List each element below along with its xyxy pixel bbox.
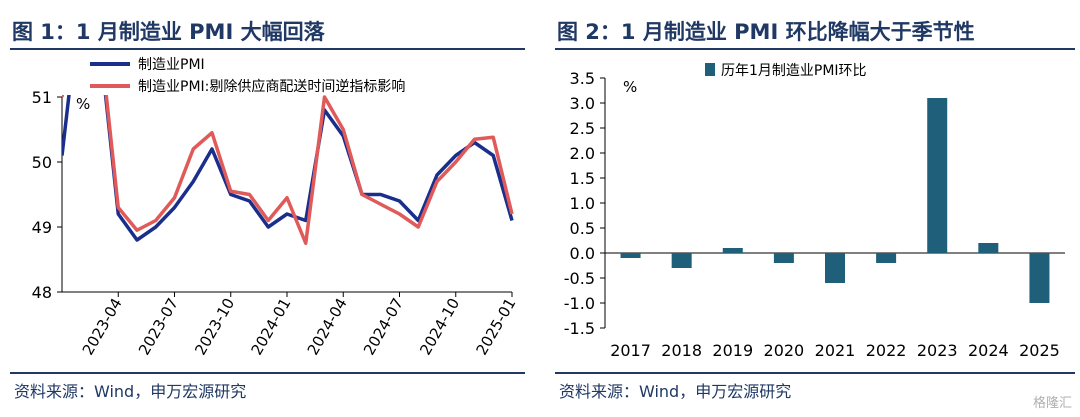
left-x-tick-label: 2023-07: [135, 295, 182, 358]
left-y-tick-label: 50: [32, 153, 52, 172]
right-y-tick-label: 1.5: [570, 169, 595, 188]
right-bar-2018: [671, 253, 692, 268]
left-y-tick-label: 48: [32, 283, 52, 302]
right-x-tick-label: 2022: [866, 341, 907, 360]
left-source-rule: [10, 372, 525, 374]
left-title-rule: [10, 48, 525, 50]
right-legend-label: 历年1月制造业PMI环比: [721, 63, 867, 79]
left-series-line-1: [62, 95, 514, 242]
right-chart-title: 图 2：1 月制造业 PMI 环比降幅大于季节性: [557, 20, 975, 44]
left-x-tick-label: 2024-10: [416, 295, 463, 358]
left-x-tick-label: 2024-04: [304, 295, 351, 358]
right-bar-2019: [722, 248, 743, 253]
right-x-tick-label: 2025: [1019, 341, 1060, 360]
left-chart-title: 图 1：1 月制造业 PMI 大幅回落: [12, 20, 325, 44]
right-bar-2022: [876, 253, 897, 263]
right-x-tick-label: 2018: [661, 341, 702, 360]
right-y-tick-label: -1.0: [564, 294, 595, 313]
left-x-tick-label: 2023-10: [191, 295, 238, 358]
right-x-tick-label: 2023: [917, 341, 958, 360]
right-source-note: 资料来源：Wind，申万宏源研究: [559, 382, 792, 401]
right-bar-chart: 3.5 3.0 2.5 2.0 1.5 1.0 0.5 0.0 -0.5 -1.0 -1.5% 201…: [564, 63, 1065, 360]
right-x-tick-label: 2019: [712, 341, 753, 360]
right-title-rule: [555, 48, 1075, 50]
right-bar-2021: [825, 253, 845, 283]
right-x-tick-label: 2024: [968, 341, 1009, 360]
left-x-tick-label: 2023-04: [79, 295, 126, 358]
right-unit-label: %: [623, 78, 637, 96]
left-x-tick-label: 2025-01: [473, 295, 520, 358]
right-chart-panel: 图 2：1 月制造业 PMI 环比降幅大于季节性 3.5 3.0 2.5 2.0 1.5…: [545, 0, 1080, 417]
right-x-tick-label: 2021: [815, 341, 856, 360]
right-y-tick-label: 2.5: [570, 119, 595, 138]
right-y-tick-label: -1.5: [564, 319, 595, 338]
right-bar-2024: [978, 243, 999, 253]
left-source-note: 资料来源：Wind，申万宏源研究: [14, 382, 247, 401]
right-y-tick-label: 1.0: [570, 194, 595, 213]
right-y-tick-label: 3.5: [570, 69, 595, 88]
left-y-tick-label: 49: [32, 218, 52, 237]
left-unit-label: %: [76, 95, 90, 113]
watermark-logo: 格隆汇: [1032, 396, 1072, 411]
right-bar-2017: [620, 253, 641, 258]
left-x-tick-label: 2024-01: [248, 295, 295, 358]
left-x-tick-label: 2024-07: [360, 295, 407, 358]
right-bar-2020: [773, 253, 794, 263]
left-y-tick-label: 51: [32, 88, 52, 107]
left-series-line-2: [62, 95, 514, 245]
right-y-tick-label: 2.0: [570, 144, 595, 163]
right-y-tick-label: 0.5: [570, 219, 595, 238]
right-legend-swatch: [705, 63, 715, 76]
right-source-rule: [555, 372, 1075, 374]
right-x-tick-label: 2020: [764, 341, 805, 360]
right-bar-2025: [1029, 253, 1050, 303]
right-bar-2023: [927, 98, 948, 253]
left-legend-label-2: 制造业PMI:剔除供应商配送时间逆指标影响: [138, 78, 405, 95]
left-chart-panel: 图 1：1 月制造业 PMI 大幅回落 48 49 50 51% 2023-04 2023…: [0, 0, 530, 417]
right-x-tick-label: 2017: [610, 341, 651, 360]
right-y-tick-label: -0.5: [564, 269, 595, 288]
right-y-tick-label: 0.0: [570, 244, 595, 263]
right-y-tick-label: 3.0: [570, 94, 595, 113]
left-legend-label-1: 制造业PMI: [138, 57, 205, 73]
